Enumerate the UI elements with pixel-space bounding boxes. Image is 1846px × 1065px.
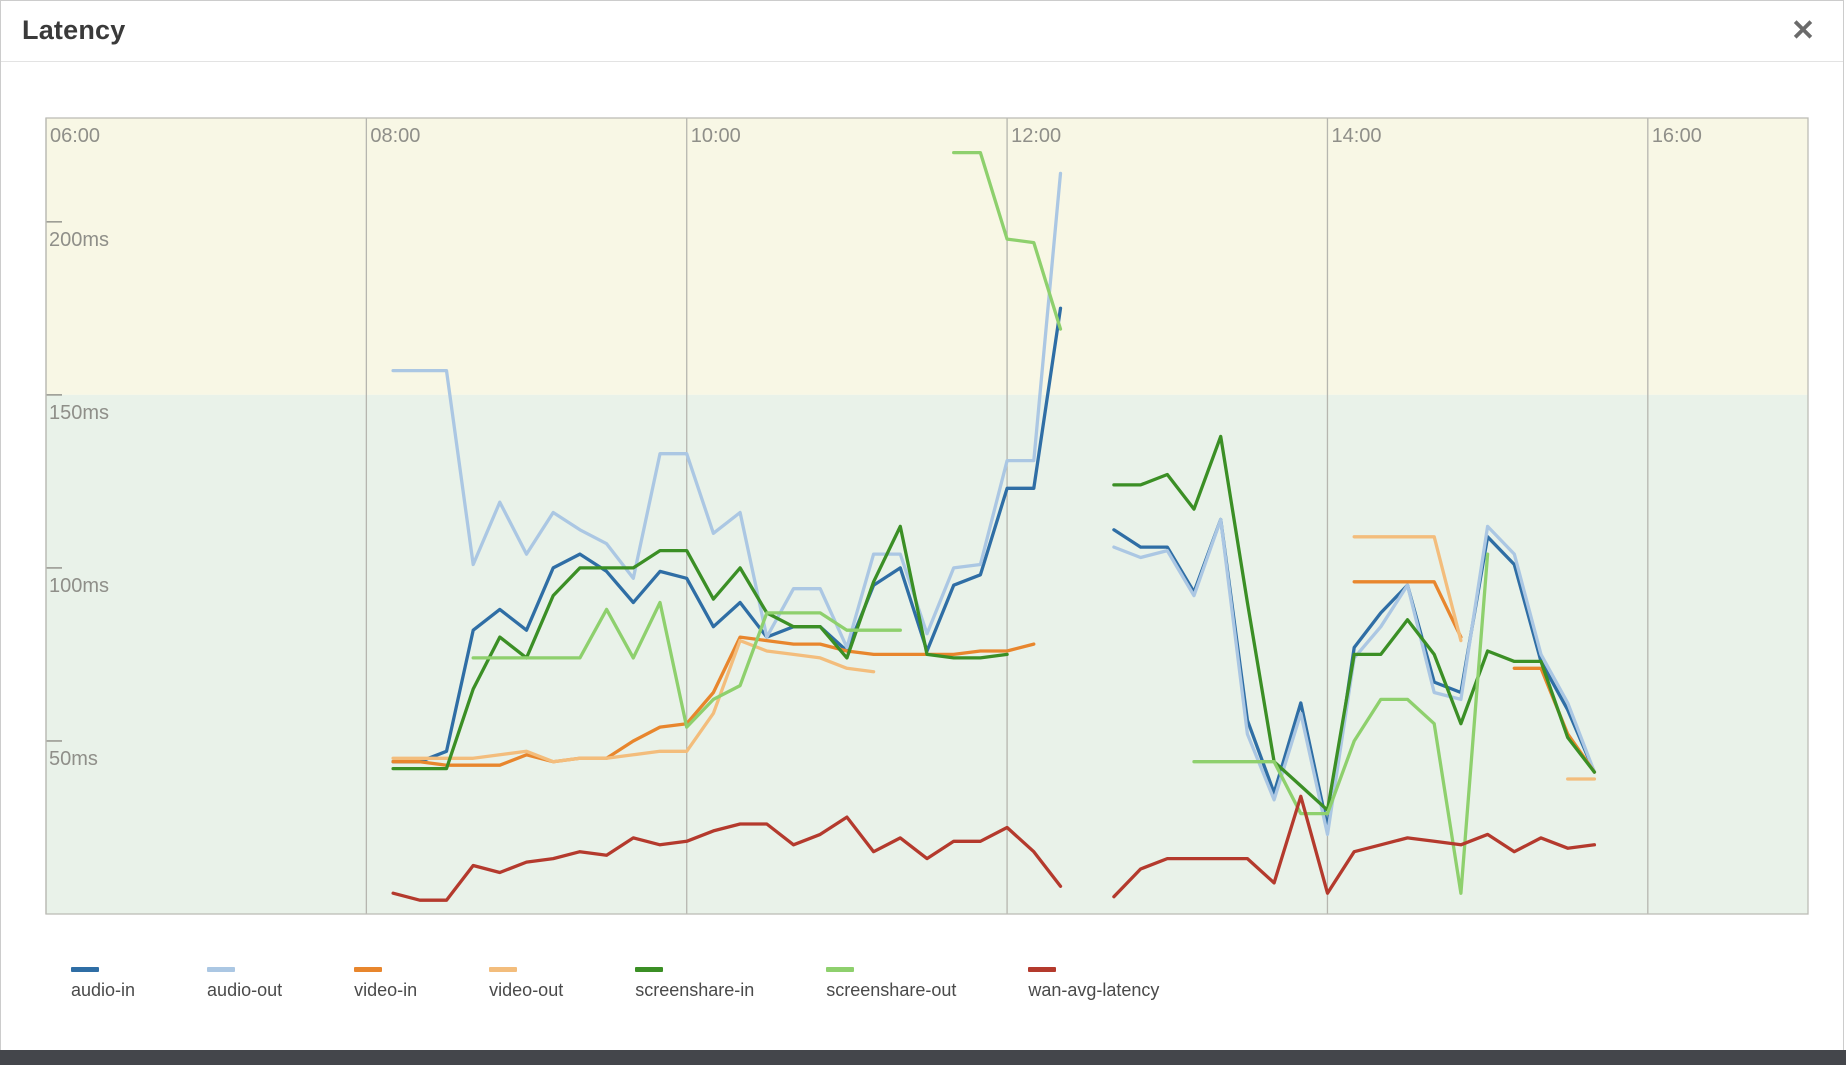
series-line-screenshare-in [1112,434,1597,812]
x-axis-tick-label: 14:00 [1331,125,1381,147]
x-axis-tick-label: 16:00 [1652,125,1702,147]
series-line-wan-avg-latency [391,815,1063,902]
legend-item-audio-in[interactable]: audio-in [71,967,135,1001]
series-line-video-in [1352,580,1463,639]
legend-item-video-in[interactable]: video-in [354,967,417,1001]
band-above-150ms [46,118,1808,395]
legend-label: video-out [489,980,564,1000]
series-line-screenshare-out [952,150,1063,331]
legend-item-audio-out[interactable]: audio-out [207,967,282,1001]
series-line-screenshare-in [391,524,1009,771]
latency-chart: 06:00 08:00 10:00 12:00 14:00 16:00 200ms 150ms… [45,117,1809,915]
legend-swatch-screenshare-in [635,967,664,972]
legend-swatch-video-out [489,967,518,972]
legend-label: wan-avg-latency [1028,980,1160,1000]
legend-label: screenshare-out [826,980,957,1000]
legend-swatch-video-in [354,967,383,972]
x-axis-tick-label: 10:00 [691,125,741,147]
y-axis-tick-label: 100ms [49,575,109,597]
legend-swatch-audio-out [207,967,236,972]
series-line-screenshare-out [471,600,902,729]
x-axis-tick-label: 06:00 [50,125,100,147]
bottom-window-edge [0,1050,1846,1065]
y-axis-tick-label: 150ms [49,402,109,424]
legend-swatch-screenshare-out [826,967,855,972]
legend-item-screenshare-out[interactable]: screenshare-out [826,967,956,1001]
panel-header: Latency ✕ [1,1,1843,62]
legend-item-video-out[interactable]: video-out [489,967,563,1001]
series-line-wan-avg-latency [1112,794,1597,899]
legend-label: audio-out [207,980,283,1000]
series-line-video-out [1352,535,1463,643]
legend-item-screenshare-in[interactable]: screenshare-in [635,967,754,1001]
legend-swatch-audio-in [71,967,99,972]
x-axis-tick-label: 12:00 [1011,125,1061,147]
plot-border [45,117,1809,915]
close-icon[interactable]: ✕ [1790,15,1816,47]
legend-label: audio-in [71,980,136,1000]
series-line-video-out [391,638,876,764]
legend-swatch-wan-avg-latency [1028,967,1057,972]
y-axis-tick-label: 200ms [49,229,109,251]
x-axis-tick-label: 08:00 [370,125,420,147]
legend-label: video-in [354,980,418,1000]
chart-legend: audio-in audio-out video-in video-out screen… [71,967,1159,1001]
legend-item-wan-avg-latency[interactable]: wan-avg-latency [1028,967,1159,1001]
page-title: Latency [22,15,126,45]
series-line-audio-out [391,171,1063,650]
series-line-audio-in [391,306,1063,764]
y-axis-tick-label: 50ms [49,748,98,770]
series-line-screenshare-out [1192,552,1490,895]
legend-label: screenshare-in [635,980,755,1000]
